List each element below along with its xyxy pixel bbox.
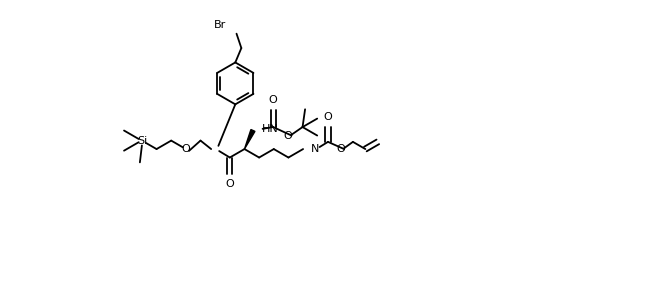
Text: HN: HN — [262, 124, 279, 134]
Text: Br: Br — [214, 21, 226, 30]
Text: O: O — [269, 95, 278, 105]
Polygon shape — [244, 129, 255, 149]
Text: O: O — [226, 179, 234, 189]
Text: O: O — [336, 144, 345, 154]
Text: N: N — [311, 144, 320, 154]
Text: O: O — [323, 112, 333, 122]
Text: O: O — [284, 131, 292, 140]
Text: O: O — [181, 144, 191, 154]
Text: Si: Si — [137, 136, 147, 146]
